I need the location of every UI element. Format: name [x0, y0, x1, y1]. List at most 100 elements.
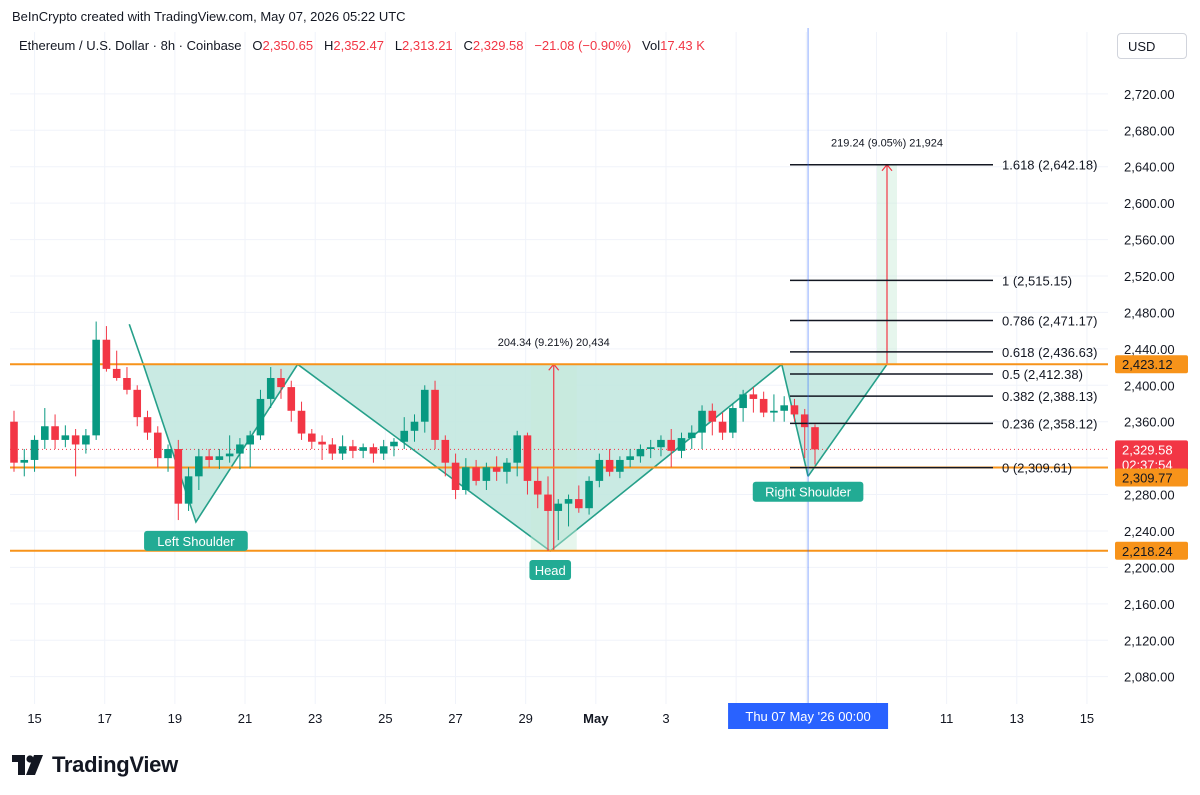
level-tag: 2,218.24	[1115, 541, 1188, 560]
time-tick-label: May	[583, 711, 609, 726]
candle	[749, 387, 758, 413]
candle-body	[256, 398, 265, 436]
candle	[718, 412, 727, 440]
candle	[71, 428, 80, 477]
close-label: C	[463, 38, 473, 53]
candles	[10, 321, 819, 552]
price-tick-label: 2,680.00	[1124, 123, 1175, 138]
candle	[369, 443, 378, 463]
candle	[205, 449, 213, 468]
candle-body	[533, 480, 542, 495]
candle-body	[61, 435, 70, 440]
candle	[605, 449, 614, 477]
candle-body	[236, 444, 244, 454]
candle-body	[123, 377, 131, 390]
candle	[492, 456, 501, 481]
candle-body	[174, 449, 183, 504]
fib-level-label: 0 (2,309.61)	[1002, 461, 1072, 476]
candle-body	[749, 394, 758, 399]
time-tick-label: 11	[940, 711, 954, 726]
fib-level-label: 0.786 (2,471.17)	[1002, 313, 1097, 328]
level-tag: 2,309.77	[1115, 468, 1188, 487]
candle	[410, 414, 419, 442]
candle	[687, 425, 696, 450]
candle-body	[164, 449, 172, 459]
candle	[225, 435, 234, 463]
candle	[308, 428, 316, 450]
candle	[462, 458, 470, 495]
candle	[636, 444, 645, 463]
candle	[451, 453, 460, 500]
candle-body	[410, 421, 419, 431]
candle-body	[451, 462, 460, 490]
price-tick-label: 2,640.00	[1124, 160, 1175, 175]
candle	[780, 396, 788, 422]
pattern-outline-start	[128, 323, 145, 365]
candle	[338, 435, 347, 460]
measure-label: 204.34 (9.21%) 20,434	[498, 337, 610, 349]
high-value: 2,352.47	[333, 38, 384, 53]
candle	[503, 458, 511, 484]
candle-body	[472, 467, 480, 481]
price-axis[interactable]: 2,080.00 2,120.00 2,160.00 2,200.00 2,240.00…	[1115, 87, 1188, 685]
candle	[677, 432, 686, 459]
price-tick-label: 2,480.00	[1124, 305, 1175, 320]
candle	[184, 467, 193, 511]
candle	[575, 485, 583, 513]
candle	[739, 389, 747, 422]
candle-body	[626, 456, 634, 460]
candle	[328, 438, 337, 460]
candle	[174, 439, 183, 521]
price-tick-label: 2,520.00	[1124, 269, 1175, 284]
candle	[195, 449, 203, 490]
candle-body	[462, 467, 470, 490]
time-axis[interactable]: 1517192123252729May3579111315Thu 07 May …	[27, 703, 1094, 729]
candle	[236, 438, 244, 470]
price-tick-label: 2,600.00	[1124, 196, 1175, 211]
price-tick-label: 2,120.00	[1124, 633, 1175, 648]
candle	[482, 462, 491, 490]
candle-body	[718, 421, 727, 433]
candle-body	[92, 339, 100, 436]
crosshair-time-tag: Thu 07 May '26 00:00	[728, 703, 889, 729]
pattern-annotations: Left Shoulder Head Right Shoulder	[144, 481, 864, 581]
candle	[92, 321, 100, 440]
candle-body	[687, 432, 696, 439]
tradingview-brand[interactable]: TradingView	[12, 751, 178, 779]
candle	[400, 417, 409, 450]
candle-body	[636, 449, 645, 457]
tradingview-logo-icon	[12, 755, 43, 775]
symbol-title[interactable]: Ethereum / U.S. Dollar · 8h · Coinbase	[19, 38, 242, 53]
candle-body	[349, 446, 357, 451]
level-tag-text: 2,218.24	[1122, 544, 1173, 559]
candle	[698, 405, 706, 450]
currency-selector[interactable]: USD	[1117, 33, 1187, 59]
candle-body	[133, 389, 142, 418]
candle	[215, 449, 224, 470]
candle-body	[308, 433, 316, 442]
candle	[544, 476, 552, 552]
candle	[51, 414, 59, 450]
candle	[112, 350, 121, 381]
candle-body	[544, 494, 552, 511]
candle	[770, 394, 778, 422]
candle	[390, 438, 398, 457]
candle-body	[205, 456, 213, 460]
candle-body	[379, 446, 388, 454]
candle-body	[523, 435, 532, 481]
candle	[790, 398, 799, 422]
candle-body	[770, 410, 778, 413]
time-tick-label: 15	[1080, 711, 1094, 726]
candle-body	[677, 438, 686, 451]
open-value: 2,350.65	[262, 38, 314, 53]
candle-body	[359, 447, 367, 451]
symbol-legend: Ethereum / U.S. Dollar · 8h · Coinbase O…	[19, 38, 705, 53]
time-tick-label: 27	[448, 711, 462, 726]
level-tag-bg	[1115, 468, 1188, 487]
candle	[533, 467, 542, 509]
level-tag-text: 2,309.77	[1122, 470, 1173, 485]
candle	[277, 368, 285, 399]
fib-level-label: 1 (2,515.15)	[1002, 273, 1072, 288]
last-price-tag-bg	[1115, 440, 1188, 473]
